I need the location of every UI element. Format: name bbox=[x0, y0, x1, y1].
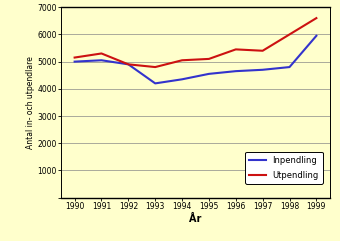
Y-axis label: Antal in- och utpendlare: Antal in- och utpendlare bbox=[26, 56, 35, 149]
Inpendling bbox=[207, 72, 211, 75]
Line: Utpendling: Utpendling bbox=[74, 18, 316, 67]
Utpendling bbox=[287, 33, 291, 36]
Inpendling bbox=[72, 60, 76, 63]
Inpendling bbox=[287, 66, 291, 68]
Inpendling bbox=[153, 82, 157, 85]
Inpendling bbox=[260, 68, 265, 71]
Inpendling bbox=[180, 78, 184, 81]
Utpendling bbox=[99, 52, 103, 55]
Utpendling bbox=[180, 59, 184, 62]
Legend: Inpendling, Utpendling: Inpendling, Utpendling bbox=[245, 152, 323, 184]
Utpendling bbox=[260, 49, 265, 52]
X-axis label: År: År bbox=[189, 214, 202, 224]
Utpendling bbox=[72, 56, 76, 59]
Utpendling bbox=[314, 17, 318, 20]
Utpendling bbox=[126, 63, 130, 66]
Inpendling bbox=[314, 34, 318, 37]
Inpendling bbox=[126, 63, 130, 66]
Utpendling bbox=[153, 66, 157, 68]
Utpendling bbox=[207, 57, 211, 60]
Line: Inpendling: Inpendling bbox=[74, 36, 316, 83]
Utpendling bbox=[234, 48, 238, 51]
Inpendling bbox=[99, 59, 103, 62]
Inpendling bbox=[234, 70, 238, 73]
